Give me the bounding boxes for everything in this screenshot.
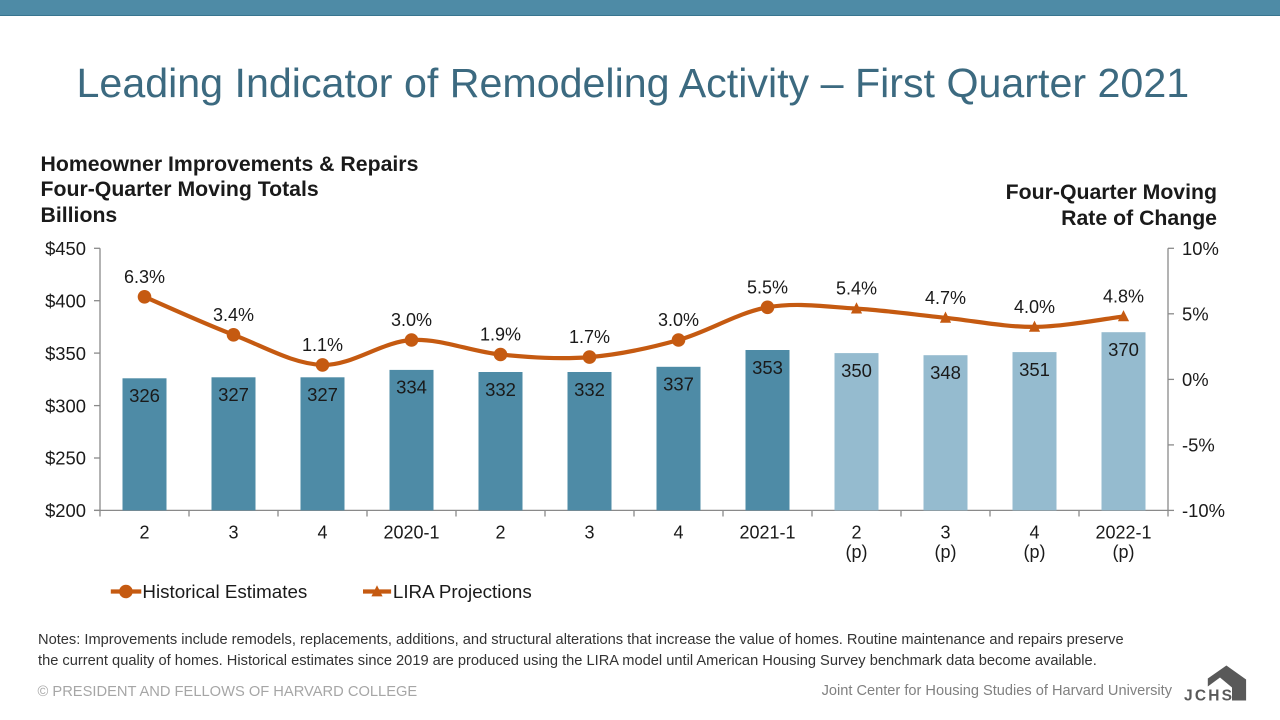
svg-text:$200: $200 xyxy=(45,500,86,521)
svg-text:2: 2 xyxy=(495,523,505,543)
svg-text:3: 3 xyxy=(584,523,594,543)
svg-text:3.0%: 3.0% xyxy=(658,310,699,330)
svg-text:2: 2 xyxy=(139,523,149,543)
svg-text:327: 327 xyxy=(218,384,249,405)
svg-text:2022-1: 2022-1 xyxy=(1095,523,1151,543)
svg-text:LIRA Projections: LIRA Projections xyxy=(393,581,532,602)
svg-text:353: 353 xyxy=(752,357,783,378)
svg-text:JCHS: JCHS xyxy=(1184,688,1234,705)
svg-text:332: 332 xyxy=(485,379,516,400)
svg-text:326: 326 xyxy=(129,385,160,406)
svg-text:5%: 5% xyxy=(1182,304,1209,325)
svg-text:3: 3 xyxy=(228,523,238,543)
svg-text:332: 332 xyxy=(574,379,605,400)
svg-text:337: 337 xyxy=(663,374,694,395)
svg-text:4.7%: 4.7% xyxy=(925,288,966,308)
svg-text:6.3%: 6.3% xyxy=(124,267,165,287)
svg-text:3.4%: 3.4% xyxy=(213,305,254,325)
svg-text:1.7%: 1.7% xyxy=(569,327,610,347)
svg-text:Historical Estimates: Historical Estimates xyxy=(142,581,307,602)
svg-text:350: 350 xyxy=(841,360,872,381)
svg-text:(p): (p) xyxy=(1113,542,1135,562)
svg-text:4.0%: 4.0% xyxy=(1014,297,1055,317)
svg-text:$400: $400 xyxy=(45,290,86,311)
svg-text:(p): (p) xyxy=(935,542,957,562)
svg-text:2020-1: 2020-1 xyxy=(383,523,439,543)
svg-text:351: 351 xyxy=(1019,359,1050,380)
svg-text:3.0%: 3.0% xyxy=(391,310,432,330)
svg-text:-10%: -10% xyxy=(1182,500,1225,521)
svg-text:4: 4 xyxy=(1029,523,1039,543)
svg-text:$350: $350 xyxy=(45,343,86,364)
svg-text:4.8%: 4.8% xyxy=(1103,286,1144,306)
svg-text:2: 2 xyxy=(851,523,861,543)
svg-text:-5%: -5% xyxy=(1182,435,1215,456)
svg-text:327: 327 xyxy=(307,384,338,405)
svg-text:10%: 10% xyxy=(1182,238,1219,259)
svg-text:0%: 0% xyxy=(1182,369,1209,390)
svg-text:334: 334 xyxy=(396,377,427,398)
svg-text:(p): (p) xyxy=(1024,542,1046,562)
svg-text:$250: $250 xyxy=(45,448,86,469)
svg-text:2021-1: 2021-1 xyxy=(739,523,795,543)
svg-text:(p): (p) xyxy=(846,542,868,562)
svg-text:4: 4 xyxy=(317,523,327,543)
svg-text:1.9%: 1.9% xyxy=(480,325,521,345)
svg-text:3: 3 xyxy=(940,523,950,543)
svg-text:5.5%: 5.5% xyxy=(747,277,788,297)
svg-text:5.4%: 5.4% xyxy=(836,279,877,299)
svg-text:348: 348 xyxy=(930,362,961,383)
svg-text:1.1%: 1.1% xyxy=(302,335,343,355)
svg-text:370: 370 xyxy=(1108,339,1139,360)
svg-text:4: 4 xyxy=(673,523,683,543)
svg-text:$450: $450 xyxy=(45,238,86,259)
svg-text:$300: $300 xyxy=(45,395,86,416)
